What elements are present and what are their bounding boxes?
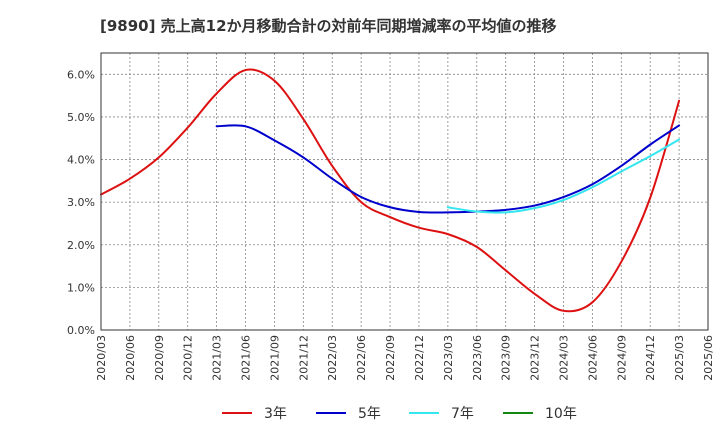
y-tick-label: 2.0% xyxy=(67,239,95,252)
legend-label: 3年 xyxy=(264,406,287,422)
x-tick-label: 2020/03 xyxy=(95,335,108,381)
x-tick-label: 2022/09 xyxy=(384,335,397,381)
grid xyxy=(100,53,709,331)
x-tick-label: 2020/09 xyxy=(153,335,166,381)
x-tick-label: 2022/12 xyxy=(413,335,426,381)
plot-frame xyxy=(100,52,709,331)
legend-label: 5年 xyxy=(358,406,381,422)
x-tick-label: 2025/06 xyxy=(702,335,715,381)
y-tick-label: 6.0% xyxy=(67,68,95,81)
x-tick-label: 2023/03 xyxy=(442,335,455,381)
series-layer xyxy=(100,68,681,313)
x-axis-ticks: 2020/03 2020/06 2020/09 2020/12 2021/03 2021/… xyxy=(95,335,715,381)
legend-label: 10年 xyxy=(545,406,577,422)
series-line-3年 xyxy=(100,68,681,313)
x-tick-label: 2024/03 xyxy=(557,335,570,381)
chart-title: [9890] 売上高12か月移動合計の対前年同期増減率の平均値の推移 xyxy=(100,17,557,35)
x-tick-label: 2022/03 xyxy=(326,335,339,381)
x-tick-label: 2021/06 xyxy=(240,335,253,381)
y-tick-label: 1.0% xyxy=(67,281,95,294)
x-tick-label: 2024/09 xyxy=(615,335,628,381)
x-tick-label: 2020/12 xyxy=(182,335,195,381)
y-tick-label: 3.0% xyxy=(67,196,95,209)
x-tick-label: 2023/06 xyxy=(471,335,484,381)
y-tick-label: 4.0% xyxy=(67,154,95,167)
legend-label: 7年 xyxy=(451,406,474,422)
y-axis-ticks: 0.0% 1.0% 2.0% 3.0% 4.0% 5.0% 6.0% xyxy=(67,68,95,337)
x-tick-label: 2025/03 xyxy=(673,335,686,381)
x-tick-label: 2021/12 xyxy=(297,335,310,381)
series-line-7年 xyxy=(446,138,681,214)
x-tick-label: 2022/06 xyxy=(355,335,368,381)
x-tick-label: 2021/03 xyxy=(211,335,224,381)
x-tick-label: 2024/12 xyxy=(644,335,657,381)
x-tick-label: 2023/09 xyxy=(500,335,513,381)
x-tick-label: 2024/06 xyxy=(586,335,599,381)
x-tick-label: 2021/09 xyxy=(268,335,281,381)
legend: 3年 5年 7年 10年 xyxy=(222,406,577,422)
y-tick-label: 5.0% xyxy=(67,111,95,124)
x-tick-label: 2020/06 xyxy=(124,335,137,381)
series-line-5年 xyxy=(215,124,681,214)
x-tick-label: 2023/12 xyxy=(529,335,542,381)
y-tick-label: 0.0% xyxy=(67,324,95,337)
